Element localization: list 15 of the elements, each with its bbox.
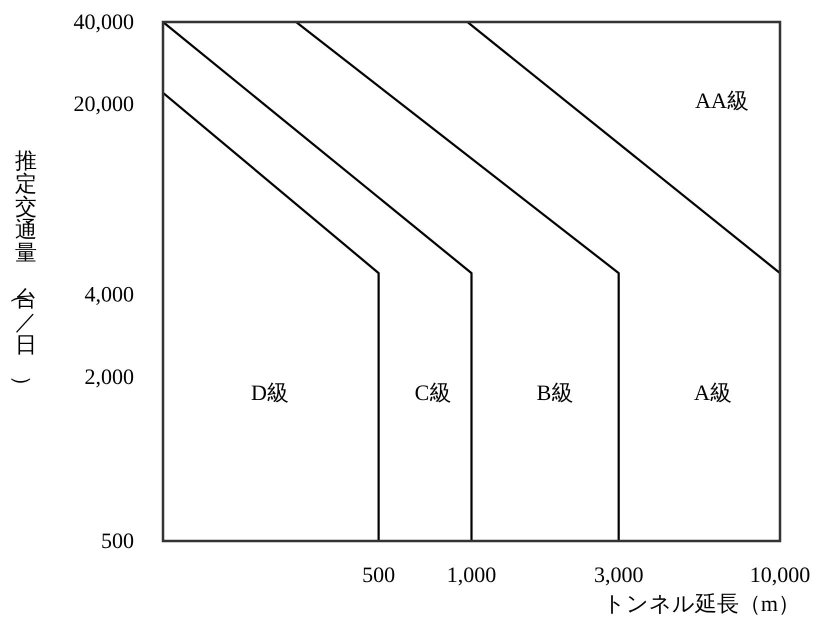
annotation: AA級: [695, 88, 749, 113]
annotation: C級: [414, 380, 452, 405]
annotation: A級: [694, 380, 732, 405]
y-tick-label: 4,000: [84, 282, 134, 307]
annotation: B級: [536, 380, 574, 405]
x-tick-label: 500: [362, 562, 396, 587]
x-tick-label: 3,000: [594, 562, 644, 587]
x-axis-title: トンネル延長（m）: [602, 591, 800, 616]
x-tick-label: 1,000: [446, 562, 496, 587]
annotation: D級: [251, 380, 289, 405]
y-tick-label: 500: [101, 528, 134, 553]
x-tick-label: 10,000: [750, 562, 810, 587]
y-tick-label: 2,000: [84, 364, 134, 389]
y-tick-label: 20,000: [74, 91, 134, 116]
y-tick-label: 40,000: [74, 9, 134, 34]
